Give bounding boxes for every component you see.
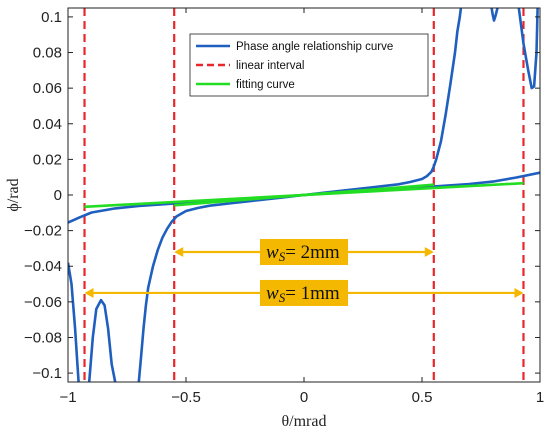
y-tick-label: −0.08	[24, 329, 62, 346]
annotation-arrowhead-right	[424, 246, 434, 257]
x-tick-label: −1	[59, 389, 76, 406]
y-tick-label: −0.04	[24, 258, 62, 275]
annotation-arrowhead-left	[174, 246, 184, 257]
plot-area	[68, 8, 540, 382]
annotation-arrowhead-left	[84, 287, 94, 298]
y-tick-label: −0.1	[32, 365, 62, 382]
annotation-label: wS= 1mm	[266, 283, 340, 305]
phase-curve-segment	[87, 298, 117, 382]
phase-curve-segment	[68, 262, 80, 382]
annotation-label-box	[260, 238, 348, 265]
y-tick-label: 0.1	[41, 9, 62, 26]
phase-curve-segment	[517, 8, 539, 90]
legend: Phase angle relationship curve linear int…	[189, 33, 429, 97]
y-axis-title: ϕ/rad	[5, 178, 22, 211]
annotation-label: wS= 2mm	[266, 242, 340, 264]
phase-curve-segment	[490, 8, 499, 22]
x-axis-title: θ/mrad	[282, 413, 327, 430]
x-tick-label: 0.5	[412, 389, 433, 406]
x-tick-label: 1	[536, 389, 544, 406]
y-tick-label: −0.02	[24, 223, 62, 240]
legend-label: linear interval	[236, 60, 304, 72]
y-tick-label: −0.06	[24, 294, 62, 311]
annotations: wS= 2mm wS= 1mm	[84, 238, 524, 306]
legend-label: Phase angle relationship curve	[236, 41, 393, 53]
fitting-line	[174, 183, 434, 207]
y-tick-label: 0.06	[33, 80, 62, 97]
legend-label: fitting curve	[236, 79, 295, 91]
x-tick-label: 0	[300, 389, 308, 406]
y-tick-label: 0	[54, 187, 62, 204]
axes: −1 −0.5 0 0.5 1 −0.1 −0.08 −0.06 −0.04 −0.02 0 0.02…	[5, 7, 544, 430]
y-tick-label: 0.08	[33, 45, 62, 62]
phase-curve-segment	[68, 171, 540, 224]
annotation-arrowhead-right	[514, 287, 524, 298]
y-tick-label: 0.04	[33, 116, 62, 133]
annotation-label-box	[260, 279, 348, 306]
y-tick-label: 0.02	[33, 151, 62, 168]
x-tick-label: −0.5	[171, 389, 201, 406]
